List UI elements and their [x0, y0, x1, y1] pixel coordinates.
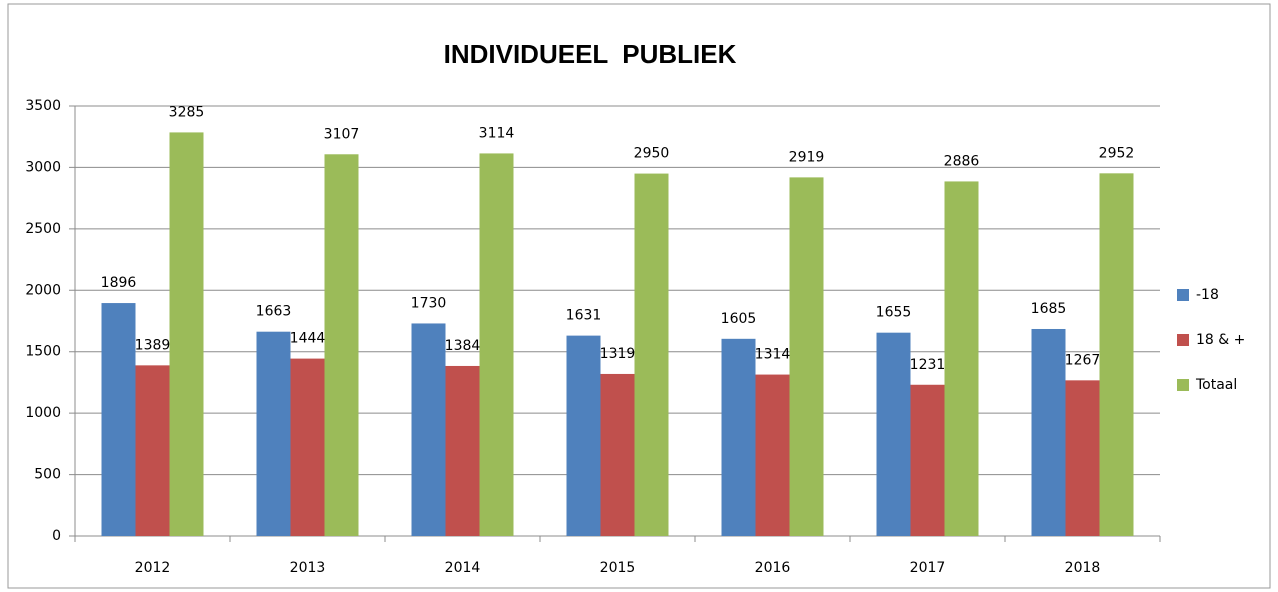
- x-tick-label: 2017: [910, 560, 946, 576]
- legend-label: Totaal: [1195, 377, 1237, 393]
- y-tick-label: 500: [34, 467, 61, 483]
- legend-swatch: [1177, 334, 1189, 346]
- data-label: 1655: [876, 305, 912, 321]
- x-tick-label: 2018: [1065, 560, 1101, 576]
- bar: [324, 154, 359, 537]
- x-tick-label: 2014: [445, 560, 481, 576]
- data-label: 1267: [1065, 352, 1101, 368]
- bar: [479, 153, 514, 536]
- data-label: 1444: [290, 331, 326, 347]
- bar: [600, 373, 635, 536]
- bar: [169, 132, 204, 536]
- data-label: 2952: [1099, 145, 1135, 161]
- bar: [411, 323, 446, 536]
- bar: [944, 181, 979, 537]
- data-label: 2919: [789, 149, 825, 165]
- data-label: 1384: [445, 338, 481, 354]
- x-tick-label: 2012: [135, 560, 171, 576]
- bar: [566, 335, 601, 536]
- bar: [1065, 380, 1100, 536]
- bar: [1099, 173, 1134, 536]
- y-tick-label: 2500: [25, 221, 61, 237]
- bar: [876, 332, 911, 536]
- bar: [290, 358, 325, 536]
- legend-swatch: [1177, 289, 1189, 301]
- bar: [1031, 328, 1066, 536]
- x-tick-label: 2016: [755, 560, 791, 576]
- y-tick-label: 1000: [25, 405, 61, 421]
- legend-label: -18: [1196, 287, 1219, 303]
- data-label: 1896: [101, 275, 137, 291]
- data-label: 1663: [256, 304, 292, 320]
- data-label: 1319: [600, 346, 636, 362]
- y-tick-label: 3000: [25, 159, 61, 175]
- bar: [101, 303, 136, 536]
- bar: [789, 177, 824, 536]
- bar: [721, 338, 756, 536]
- y-tick-label: 2000: [25, 282, 61, 298]
- data-label: 3107: [324, 126, 360, 142]
- x-tick-label: 2015: [600, 560, 636, 576]
- y-tick-label: 0: [52, 528, 61, 544]
- y-tick-label: 3500: [25, 98, 61, 114]
- bar: [634, 173, 669, 537]
- bar: [445, 365, 480, 536]
- bar: [910, 384, 945, 536]
- chart-title: INDIVIDUEEL PUBLIEK: [444, 39, 737, 69]
- legend-swatch: [1177, 379, 1189, 391]
- data-label: 1314: [755, 347, 791, 363]
- data-label: 1631: [566, 308, 602, 324]
- bar: [256, 331, 291, 536]
- data-label: 2950: [634, 146, 670, 162]
- data-label: 2886: [944, 153, 980, 169]
- data-label: 1730: [411, 295, 447, 311]
- data-label: 3114: [479, 125, 515, 141]
- data-label: 1231: [910, 357, 946, 373]
- data-label: 1605: [721, 311, 757, 327]
- x-tick-label: 2013: [290, 560, 326, 576]
- legend-label: 18 & +: [1196, 332, 1245, 348]
- data-label: 1685: [1031, 301, 1067, 317]
- bar: [135, 365, 170, 536]
- data-label: 3285: [169, 104, 205, 120]
- y-tick-label: 1500: [25, 344, 61, 360]
- data-label: 1389: [135, 337, 171, 353]
- bar: [755, 374, 790, 536]
